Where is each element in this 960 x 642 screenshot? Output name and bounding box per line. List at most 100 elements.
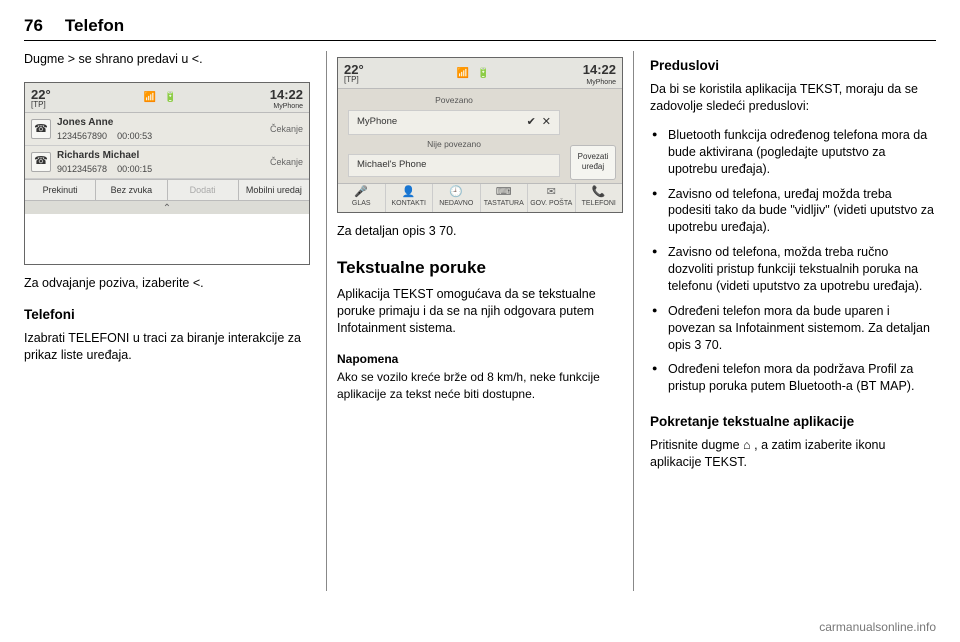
close-icon[interactable]: ✕	[542, 115, 551, 130]
detail-ref-line: Za detaljan opis 3 70.	[337, 223, 623, 240]
tp-indicator: [TP]	[344, 76, 364, 84]
device-actions: ✔ ✕	[527, 115, 551, 130]
page-header: 76 Telefon	[24, 16, 936, 41]
list-item: Zavisno od telefona, uređaj možda treba …	[650, 186, 936, 237]
calls-list: ☎ Jones Anne 1234567890 00:00:53 Čekanje…	[25, 113, 309, 178]
pair-device-button[interactable]: Povezati uređaj	[570, 145, 616, 181]
caller-number: 1234567890	[57, 130, 107, 142]
signal-icon: 📶	[457, 67, 469, 81]
detail-ref-text: Za detaljan opis 3 70.	[337, 224, 457, 238]
call-row[interactable]: ☎ Richards Michael 9012345678 00:00:15 Č…	[25, 146, 309, 179]
nav-voice[interactable]: 🎤GLAS	[338, 184, 386, 211]
status-icons: 📶 🔋	[457, 67, 490, 81]
phones-text: Izabrati TELEFONI u traci za biranje int…	[24, 330, 310, 364]
mail-icon: ✉	[547, 187, 556, 198]
phone-icon[interactable]: ☎	[31, 152, 51, 172]
nav-label: TELEFONI	[582, 199, 616, 208]
note-title: Napomena	[337, 351, 623, 367]
caller-name: Jones Anne	[57, 116, 264, 130]
clock-icon: 🕘	[449, 187, 463, 198]
device-label: MyPhone	[583, 79, 616, 86]
text-messages-heading: Tekstualne poruke	[337, 257, 623, 280]
footer-url: carmanualsonline.info	[819, 620, 936, 634]
start-app-heading: Pokretanje tekstualne aplikacije	[650, 413, 936, 431]
page-number: 76	[24, 16, 43, 36]
nav-voicemail[interactable]: ✉GOV. POŠTA	[528, 184, 576, 211]
bottom-nav: 🎤GLAS 👤KONTAKTI 🕘NEDAVNO ⌨TASTATURA ✉GOV…	[338, 183, 622, 211]
device-name: MyPhone	[357, 116, 397, 129]
intro-line: Dugme > se shrano predavi u <.	[24, 51, 310, 68]
call-meta: 9012345678 00:00:15	[57, 163, 264, 175]
nav-contacts[interactable]: 👤KONTAKTI	[386, 184, 434, 211]
device-label: MyPhone	[270, 103, 303, 110]
call-meta: 1234567890 00:00:53	[57, 130, 264, 142]
after-shot-line: Za odvajanje poziva, izaberite <.	[24, 275, 310, 292]
panel-handle[interactable]	[25, 200, 309, 214]
call-action-bar: Prekinuti Bez zvuka Dodati Mobilni ureda…	[25, 179, 309, 200]
mic-icon: 🎤	[354, 187, 368, 198]
nav-label: GOV. POŠTA	[530, 199, 572, 208]
call-duration: 00:00:53	[117, 130, 152, 142]
column-1: Dugme > se shrano predavi u <. 22° [TP] …	[24, 51, 316, 591]
caller-name: Richards Michael	[57, 149, 264, 163]
caller-number: 9012345678	[57, 163, 107, 175]
battery-icon: 🔋	[164, 91, 176, 105]
nav-recent[interactable]: 🕘NEDAVNO	[433, 184, 481, 211]
mute-button[interactable]: Bez zvuka	[96, 180, 167, 200]
nav-label: KONTAKTI	[392, 199, 426, 208]
screenshot-devices: 22° [TP] 📶 🔋 14:22 MyPhone Povezano	[337, 57, 623, 213]
note-box: Napomena Ako se vozilo kreće brže od 8 k…	[337, 351, 623, 403]
call-duration: 00:00:15	[117, 163, 152, 175]
call-status: Čekanje	[270, 123, 303, 135]
screenshot-calls: 22° [TP] 📶 🔋 14:22 MyPhone ☎	[24, 82, 310, 265]
keypad-icon: ⌨	[496, 187, 512, 198]
start-app-text: Pritisnite dugme ⌂ , a zatim izaberite i…	[650, 437, 936, 471]
prerequisites-list: Bluetooth funkcija određenog telefona mo…	[650, 127, 936, 403]
time-box: 14:22 MyPhone	[583, 61, 616, 86]
content-columns: Dugme > se shrano predavi u <. 22° [TP] …	[24, 51, 936, 591]
call-info: Richards Michael 9012345678 00:00:15	[57, 149, 264, 175]
list-item: Određeni telefon mora da bude uparen i p…	[650, 303, 936, 354]
nav-label: TASTATURA	[484, 199, 524, 208]
prerequisites-heading: Preduslovi	[650, 57, 936, 75]
connected-label: Povezano	[342, 93, 566, 108]
prerequisites-intro: Da bi se koristila aplikacija TEKST, mor…	[650, 81, 936, 115]
phone-icon[interactable]: ☎	[31, 119, 51, 139]
time-value: 14:22	[583, 61, 616, 79]
temperature-box: 22° [TP]	[344, 63, 364, 84]
battery-icon: 🔋	[477, 67, 489, 81]
check-icon[interactable]: ✔	[527, 115, 536, 130]
device-row[interactable]: MyPhone ✔ ✕	[348, 110, 560, 135]
column-3: Preduslovi Da bi se koristila aplikacija…	[644, 51, 936, 591]
mobile-device-button[interactable]: Mobilni uredaj	[239, 180, 309, 200]
not-connected-label: Nije povezano	[342, 137, 566, 152]
text-messages-body: Aplikacija TEKST omogućava da se tekstua…	[337, 286, 623, 337]
end-call-button[interactable]: Prekinuti	[25, 180, 96, 200]
nav-phones[interactable]: 📞TELEFONI	[576, 184, 623, 211]
add-button: Dodati	[168, 180, 239, 200]
device-name: Michael's Phone	[357, 159, 426, 172]
time-value: 14:22	[270, 86, 303, 104]
temperature-value: 22°	[31, 88, 51, 101]
column-2: 22° [TP] 📶 🔋 14:22 MyPhone Povezano	[326, 51, 634, 591]
call-row[interactable]: ☎ Jones Anne 1234567890 00:00:53 Čekanje	[25, 113, 309, 146]
phone-icon: 📞	[592, 187, 606, 198]
list-item: Bluetooth funkcija određenog telefona mo…	[650, 127, 936, 178]
temperature-box: 22° [TP]	[31, 88, 51, 109]
phones-heading: Telefoni	[24, 306, 310, 324]
note-body: Ako se vozilo kreće brže od 8 km/h, neke…	[337, 370, 600, 401]
list-item: Određeni telefon mora da podržava Profil…	[650, 361, 936, 395]
call-status: Čekanje	[270, 156, 303, 168]
call-info: Jones Anne 1234567890 00:00:53	[57, 116, 264, 142]
section-title: Telefon	[65, 16, 124, 36]
time-box: 14:22 MyPhone	[270, 86, 303, 111]
device-row[interactable]: Michael's Phone	[348, 154, 560, 177]
tp-indicator: [TP]	[31, 101, 51, 109]
list-item: Zavisno od telefona, možda treba ručno d…	[650, 244, 936, 295]
screenshot-padding	[25, 214, 309, 264]
device-panel: Povezano MyPhone ✔ ✕ Nije povezano Micha…	[338, 89, 622, 184]
status-icons: 📶 🔋	[144, 91, 177, 105]
nav-keypad[interactable]: ⌨TASTATURA	[481, 184, 529, 211]
temperature-value: 22°	[344, 63, 364, 76]
screenshot-statusbar: 22° [TP] 📶 🔋 14:22 MyPhone	[338, 58, 622, 89]
